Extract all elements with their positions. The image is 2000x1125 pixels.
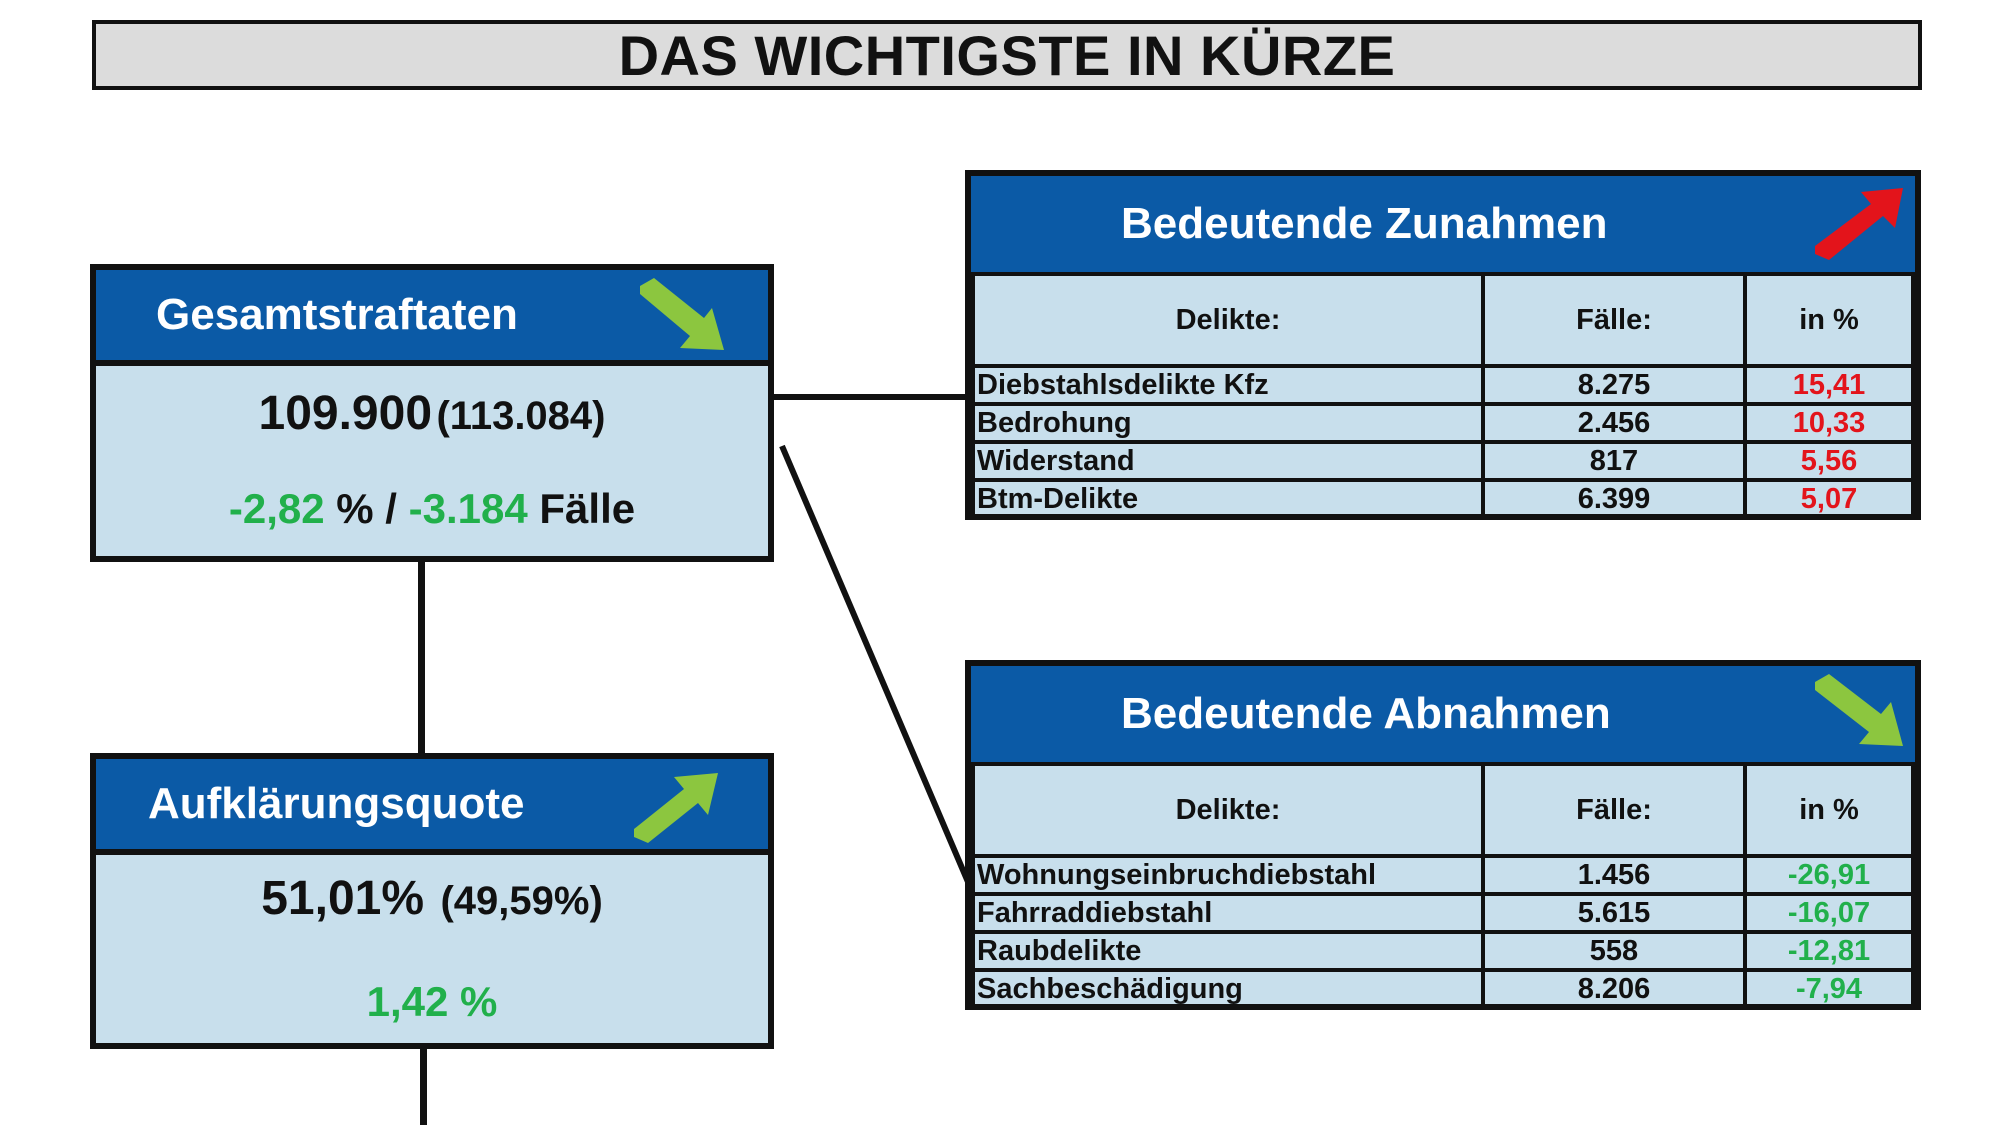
table-row: Wohnungseinbruchdiebstahl 1.456 -26,91 bbox=[971, 854, 1915, 896]
aufklaerungsquote-value: 51,01% bbox=[261, 872, 425, 925]
gesamtstraftaten-pct-sign: % / bbox=[324, 485, 409, 532]
connector-quote-down bbox=[420, 1048, 427, 1125]
increases-box: Bedeutende Zunahmen Delikte: Fälle: in %… bbox=[965, 170, 1921, 520]
page-title: DAS WICHTIGSTE IN KÜRZE bbox=[618, 23, 1396, 87]
pct-cell: -26,91 bbox=[1743, 854, 1915, 896]
gesamtstraftaten-header: Gesamtstraftaten bbox=[96, 270, 768, 366]
increases-col-delikte: Delikte: bbox=[971, 272, 1485, 368]
arrow-down-right-icon bbox=[640, 278, 724, 350]
gesamtstraftaten-change-pct: -2,82 bbox=[228, 485, 325, 532]
increases-col-pct: in % bbox=[1743, 272, 1915, 368]
aufklaerungsquote-values: 51,01% (49,59%) bbox=[96, 871, 768, 926]
delikt-cell: Widerstand bbox=[971, 440, 1485, 482]
pct-cell: 15,41 bbox=[1743, 364, 1915, 406]
gesamtstraftaten-title: Gesamtstraftaten bbox=[156, 290, 518, 339]
pct-cell: -7,94 bbox=[1743, 968, 1915, 1010]
table-row: Raubdelikte 558 -12,81 bbox=[971, 930, 1915, 972]
gesamtstraftaten-previous: (113.084) bbox=[436, 394, 606, 438]
decreases-table: Delikte: Fälle: in % Wohnungseinbruchdie… bbox=[971, 762, 1915, 1010]
faelle-cell: 1.456 bbox=[1481, 854, 1747, 896]
gesamtstraftaten-cases-label: Fälle bbox=[527, 485, 636, 532]
decreases-box: Bedeutende Abnahmen Delikte: Fälle: in %… bbox=[965, 660, 1921, 1010]
aufklaerungsquote-title: Aufklärungsquote bbox=[148, 779, 525, 828]
delikt-cell: Wohnungseinbruchdiebstahl bbox=[971, 854, 1485, 896]
table-row: Widerstand 817 5,56 bbox=[971, 440, 1915, 482]
arrow-up-right-red-icon bbox=[1815, 188, 1903, 260]
faelle-cell: 2.456 bbox=[1481, 402, 1747, 444]
pct-cell: -12,81 bbox=[1743, 930, 1915, 972]
faelle-cell: 817 bbox=[1481, 440, 1747, 482]
delikt-cell: Btm-Delikte bbox=[971, 478, 1485, 520]
delikt-cell: Sachbeschädigung bbox=[971, 968, 1485, 1010]
faelle-cell: 558 bbox=[1481, 930, 1747, 972]
connector-gesamt-increases bbox=[774, 394, 966, 400]
table-row: Fahrraddiebstahl 5.615 -16,07 bbox=[971, 892, 1915, 934]
pct-cell: -16,07 bbox=[1743, 892, 1915, 934]
increases-header: Bedeutende Zunahmen bbox=[971, 176, 1915, 272]
gesamtstraftaten-change: -2,82 % / -3.184 Fälle bbox=[96, 485, 768, 533]
pct-cell: 10,33 bbox=[1743, 402, 1915, 444]
faelle-cell: 6.399 bbox=[1481, 478, 1747, 520]
connector-gesamt-quote bbox=[418, 560, 425, 755]
increases-table-header-row: Delikte: Fälle: in % bbox=[971, 272, 1915, 368]
increases-table: Delikte: Fälle: in % Diebstahlsdelikte K… bbox=[971, 272, 1915, 520]
decreases-table-header-row: Delikte: Fälle: in % bbox=[971, 762, 1915, 858]
aufklaerungsquote-change: 1,42 % bbox=[366, 978, 498, 1025]
table-row: Diebstahlsdelikte Kfz 8.275 15,41 bbox=[971, 364, 1915, 406]
aufklaerungsquote-box: Aufklärungsquote 51,01% (49,59%) 1,42 % bbox=[90, 753, 774, 1049]
faelle-cell: 8.206 bbox=[1481, 968, 1747, 1010]
faelle-cell: 8.275 bbox=[1481, 364, 1747, 406]
gesamtstraftaten-change-cases: -3.184 bbox=[408, 485, 528, 532]
decreases-col-pct: in % bbox=[1743, 762, 1915, 858]
arrow-up-right-icon bbox=[634, 773, 718, 843]
table-row: Bedrohung 2.456 10,33 bbox=[971, 402, 1915, 444]
aufklaerungsquote-header: Aufklärungsquote bbox=[96, 759, 768, 855]
delikt-cell: Raubdelikte bbox=[971, 930, 1485, 972]
faelle-cell: 5.615 bbox=[1481, 892, 1747, 934]
arrow-down-right-green-icon bbox=[1815, 674, 1903, 746]
decreases-col-faelle: Fälle: bbox=[1481, 762, 1747, 858]
gesamtstraftaten-values: 109.900 (113.084) bbox=[96, 386, 768, 441]
connector-gesamt-decreases bbox=[779, 444, 971, 884]
table-row: Btm-Delikte 6.399 5,07 bbox=[971, 478, 1915, 520]
pct-cell: 5,07 bbox=[1743, 478, 1915, 520]
page-title-bar: DAS WICHTIGSTE IN KÜRZE bbox=[92, 20, 1922, 90]
table-row: Sachbeschädigung 8.206 -7,94 bbox=[971, 968, 1915, 1010]
aufklaerungsquote-previous: (49,59%) bbox=[440, 879, 603, 923]
decreases-header: Bedeutende Abnahmen bbox=[971, 666, 1915, 762]
delikt-cell: Bedrohung bbox=[971, 402, 1485, 444]
increases-title: Bedeutende Zunahmen bbox=[1121, 199, 1608, 248]
delikt-cell: Diebstahlsdelikte Kfz bbox=[971, 364, 1485, 406]
delikt-cell: Fahrraddiebstahl bbox=[971, 892, 1485, 934]
decreases-title: Bedeutende Abnahmen bbox=[1121, 689, 1611, 738]
pct-cell: 5,56 bbox=[1743, 440, 1915, 482]
decreases-col-delikte: Delikte: bbox=[971, 762, 1485, 858]
gesamtstraftaten-value: 109.900 bbox=[258, 387, 433, 440]
increases-col-faelle: Fälle: bbox=[1481, 272, 1747, 368]
gesamtstraftaten-box: Gesamtstraftaten 109.900 (113.084) -2,82… bbox=[90, 264, 774, 562]
